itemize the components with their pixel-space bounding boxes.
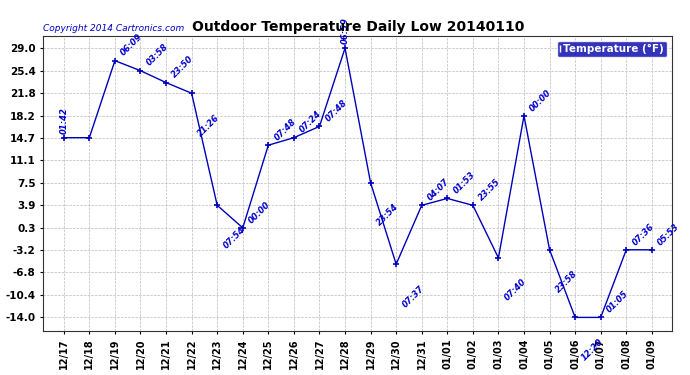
Text: 06:59: 06:59	[341, 17, 350, 44]
Text: 01:42: 01:42	[59, 106, 68, 134]
Text: 07:24: 07:24	[298, 110, 324, 135]
Legend: Temperature (°F): Temperature (°F)	[557, 41, 667, 57]
Text: Copyright 2014 Cartronics.com: Copyright 2014 Cartronics.com	[43, 24, 184, 33]
Text: 21:26: 21:26	[196, 112, 221, 138]
Text: 23:58: 23:58	[554, 269, 579, 295]
Text: 00:00: 00:00	[247, 200, 273, 225]
Text: 00:00: 00:00	[528, 88, 553, 113]
Text: 07:40: 07:40	[502, 278, 528, 303]
Text: 01:53: 01:53	[451, 170, 477, 196]
Text: 01:05: 01:05	[605, 289, 630, 315]
Text: 12:20: 12:20	[580, 337, 604, 362]
Text: 23:55: 23:55	[477, 177, 502, 203]
Text: 03:58: 03:58	[145, 42, 170, 68]
Text: 06:09: 06:09	[119, 33, 144, 58]
Text: 07:48: 07:48	[324, 98, 349, 124]
Text: 05:53: 05:53	[656, 222, 682, 247]
Text: 23:50: 23:50	[170, 54, 195, 80]
Text: 23:54: 23:54	[375, 202, 400, 228]
Text: 07:37: 07:37	[400, 284, 426, 309]
Text: 07:36: 07:36	[631, 222, 655, 247]
Title: Outdoor Temperature Daily Low 20140110: Outdoor Temperature Daily Low 20140110	[192, 21, 524, 34]
Text: 07:48: 07:48	[273, 117, 298, 142]
Text: 04:07: 04:07	[426, 177, 451, 203]
Text: 07:54: 07:54	[221, 225, 247, 250]
